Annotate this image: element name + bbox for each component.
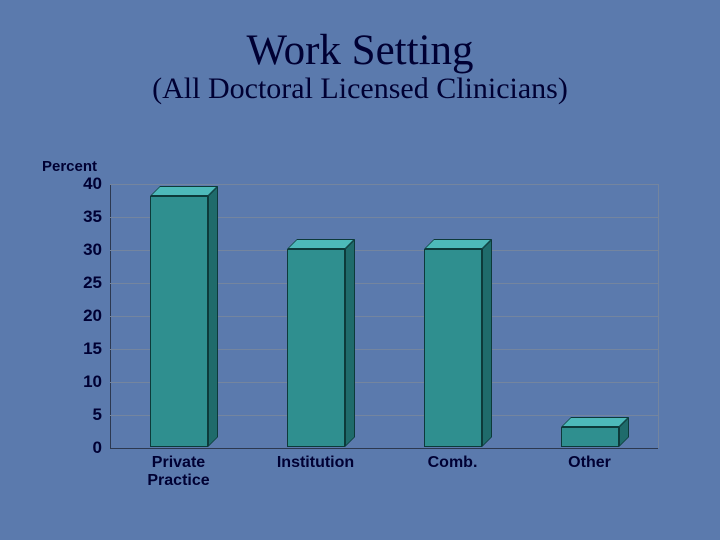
bar <box>424 249 482 447</box>
slide: Work Setting (All Doctoral Licensed Clin… <box>0 0 720 540</box>
bar-top <box>287 239 355 249</box>
y-tick-label: 35 <box>83 207 102 227</box>
bar-side <box>208 186 218 447</box>
bar <box>150 196 208 447</box>
bar <box>287 249 345 447</box>
y-tick-label: 0 <box>93 438 102 458</box>
bar-front <box>150 196 208 447</box>
y-tick-label: 25 <box>83 273 102 293</box>
y-tick-label: 20 <box>83 306 102 326</box>
y-tick-label: 15 <box>83 339 102 359</box>
y-axis-label: Percent <box>42 158 97 175</box>
bar-top <box>150 186 218 196</box>
axis-right-line <box>658 184 659 448</box>
title-line1: Work Setting <box>0 28 720 73</box>
x-tick-label: Private Practice <box>147 454 209 491</box>
y-axis: 4035302520151050 <box>48 184 106 448</box>
y-tick-label: 5 <box>93 405 102 425</box>
x-axis: Private Practice Institution Comb. Other <box>110 454 658 504</box>
bar-top <box>561 417 629 427</box>
gridline <box>110 184 658 185</box>
x-tick-label: Institution <box>277 454 354 472</box>
bar-front <box>561 427 619 447</box>
bar-top <box>424 239 492 249</box>
slide-title: Work Setting (All Doctoral Licensed Clin… <box>0 0 720 105</box>
bar-side <box>345 239 355 447</box>
title-line2: (All Doctoral Licensed Clinicians) <box>0 73 720 105</box>
y-tick-label: 10 <box>83 372 102 392</box>
plot-area <box>110 184 658 448</box>
x-tick-label: Other <box>568 454 611 472</box>
y-tick-label: 30 <box>83 240 102 260</box>
y-tick-label: 40 <box>83 174 102 194</box>
bar <box>561 427 619 447</box>
bar-side <box>482 239 492 447</box>
bar-front <box>424 249 482 447</box>
bar-front <box>287 249 345 447</box>
gridline <box>110 448 658 449</box>
x-tick-label: Comb. <box>428 454 478 472</box>
bar-chart: 4035302520151050 Private PracticeInstitu… <box>48 184 658 504</box>
